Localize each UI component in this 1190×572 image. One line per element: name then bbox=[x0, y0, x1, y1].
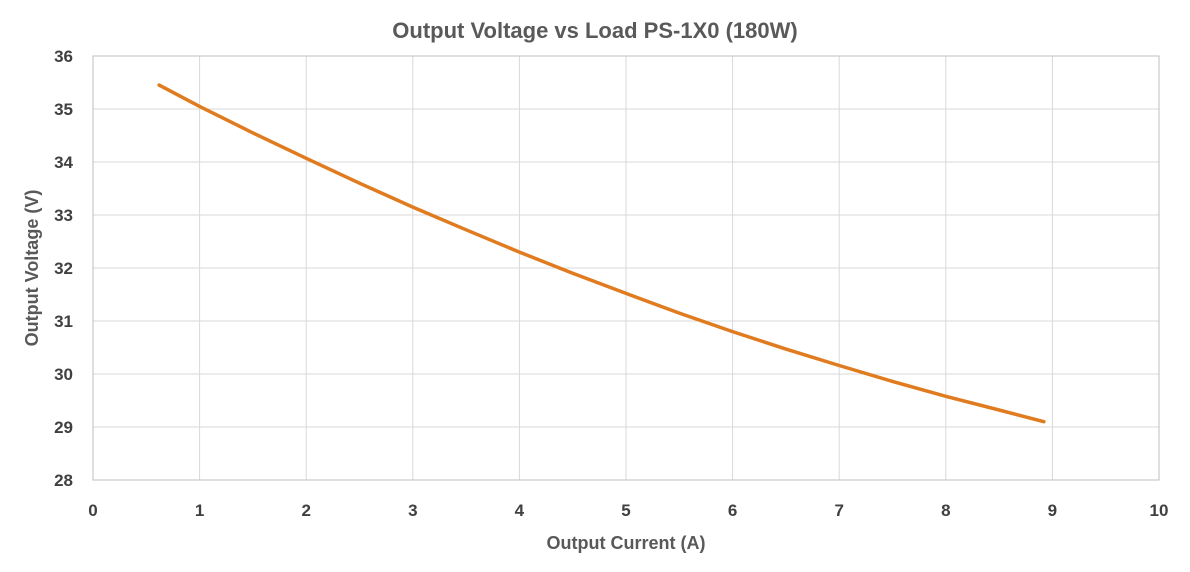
chart-title: Output Voltage vs Load PS-1X0 (180W) bbox=[392, 18, 797, 43]
x-tick-label: 2 bbox=[301, 501, 310, 520]
x-tick-label: 9 bbox=[1048, 501, 1057, 520]
x-tick-label: 7 bbox=[834, 501, 843, 520]
series-layer bbox=[157, 83, 1046, 424]
x-tick-label: 1 bbox=[195, 501, 204, 520]
x-tick-label: 5 bbox=[621, 501, 630, 520]
x-tick-label: 10 bbox=[1150, 501, 1169, 520]
series-line bbox=[157, 83, 1046, 424]
grid-lines bbox=[92, 55, 1160, 481]
y-tick-label: 33 bbox=[54, 206, 73, 225]
x-tick-label: 3 bbox=[408, 501, 417, 520]
y-tick-label: 35 bbox=[54, 100, 73, 119]
y-tick-label: 30 bbox=[54, 365, 73, 384]
y-tick-label: 28 bbox=[54, 471, 73, 490]
y-tick-labels: 28 29 30 31 32 33 34 35 36 bbox=[54, 47, 73, 490]
y-axis-label: Output Voltage (V) bbox=[22, 190, 42, 347]
y-tick-label: 36 bbox=[54, 47, 73, 66]
x-tick-label: 4 bbox=[515, 501, 525, 520]
plot-area bbox=[92, 55, 1160, 481]
y-tick-label: 34 bbox=[54, 153, 73, 172]
x-tick-label: 8 bbox=[941, 501, 950, 520]
y-tick-label: 31 bbox=[54, 312, 73, 331]
x-tick-label: 0 bbox=[88, 501, 97, 520]
x-tick-label: 6 bbox=[728, 501, 737, 520]
x-axis-label: Output Current (A) bbox=[547, 533, 706, 553]
y-tick-label: 29 bbox=[54, 418, 73, 437]
x-tick-labels: 0 1 2 3 4 5 6 7 8 9 10 bbox=[88, 501, 1168, 520]
y-tick-label: 32 bbox=[54, 259, 73, 278]
